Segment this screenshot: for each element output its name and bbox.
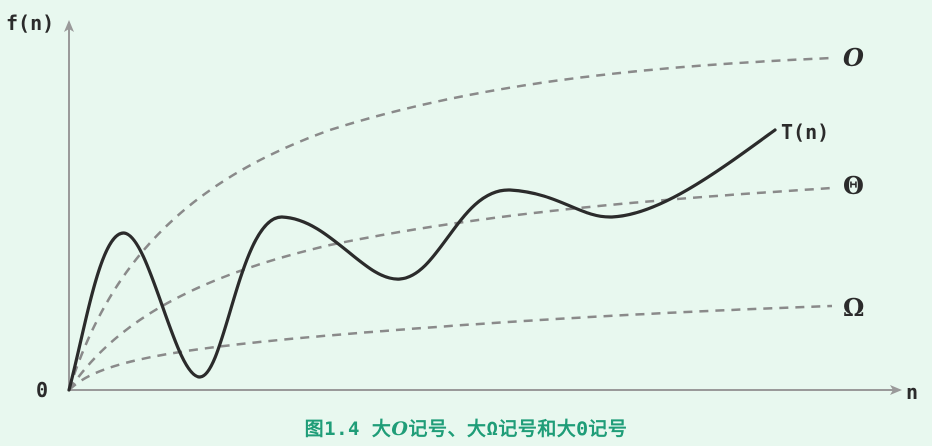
- big-omega-label: Ω: [843, 293, 864, 322]
- origin-label: 0: [36, 378, 48, 402]
- big-o-label: O: [843, 43, 864, 72]
- big-o-curve: [67, 56, 833, 391]
- y-axis-label: f(n): [6, 11, 54, 35]
- big-theta-curve: [67, 186, 833, 391]
- big-theta-label: Θ: [843, 171, 864, 200]
- caption-prefix: 图1.4 大: [304, 418, 392, 440]
- caption-rest: 记号、大Ω记号和大Θ记号: [408, 418, 628, 440]
- figure-caption: 图1.4 大O记号、大Ω记号和大Θ记号: [0, 414, 932, 441]
- t-of-n-label: T(n): [781, 120, 829, 144]
- t-of-n-curve: [67, 128, 777, 392]
- caption-o-symbol: O: [391, 418, 409, 440]
- big-omega-curve: [68, 304, 833, 391]
- x-axis-label: n: [906, 380, 918, 404]
